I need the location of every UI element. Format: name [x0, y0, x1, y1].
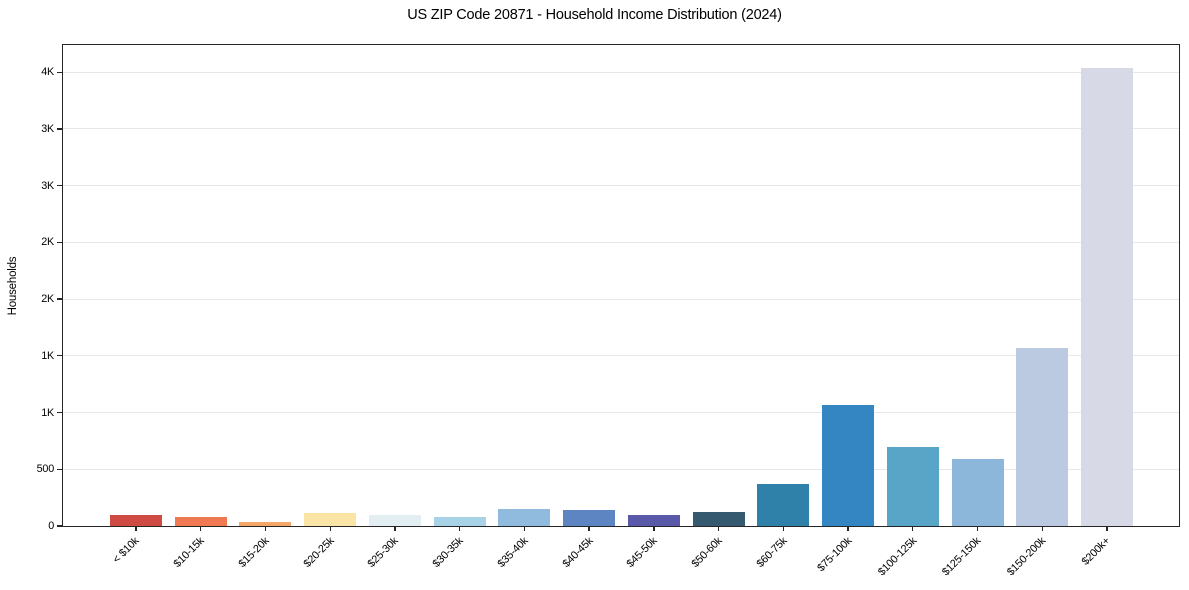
- y-tick-label: 4K: [41, 66, 54, 79]
- x-tick-mark: [717, 526, 720, 531]
- bar: [627, 514, 680, 526]
- bar: [368, 515, 421, 526]
- x-tick-mark: [329, 526, 331, 531]
- y-tick-label: 2K: [41, 236, 54, 249]
- y-tick-label: 3K: [41, 179, 54, 192]
- y-tick-mark: [56, 298, 62, 300]
- x-tick-mark: [976, 526, 979, 531]
- y-tick-label: 1K: [41, 349, 54, 362]
- gridline: [63, 71, 1179, 73]
- x-tick-mark: [782, 526, 784, 531]
- x-tick-mark: [459, 526, 461, 531]
- y-tick-mark: [56, 525, 62, 527]
- x-tick-mark: [1106, 526, 1108, 531]
- y-tick-mark: [56, 241, 62, 244]
- x-tick-mark: [912, 526, 914, 531]
- y-tick-label: 1K: [41, 406, 54, 419]
- y-tick-mark: [56, 468, 62, 470]
- gridline: [63, 128, 1179, 130]
- y-tick-mark: [56, 411, 62, 414]
- x-tick-mark: [200, 526, 202, 531]
- x-tick-mark: [523, 526, 526, 531]
- y-tick-label: 0: [48, 520, 54, 532]
- gridline: [63, 412, 1179, 414]
- bar: [433, 516, 486, 526]
- y-tick-label: 500: [36, 463, 55, 476]
- chart-title: US ZIP Code 20871 - Household Income Dis…: [407, 7, 782, 23]
- bar: [1016, 347, 1069, 526]
- bar: [757, 484, 810, 526]
- gridline: [63, 468, 1179, 470]
- y-tick-mark: [56, 185, 62, 187]
- x-tick-mark: [264, 526, 267, 531]
- gridline: [63, 185, 1179, 187]
- y-tick-mark: [56, 128, 62, 130]
- gridline: [63, 298, 1179, 300]
- bar: [822, 404, 875, 526]
- x-tick-mark: [653, 526, 655, 531]
- bar: [239, 522, 292, 526]
- plot-area: Households 0 500 1K 1K 2K 2K 3K 3K 4K < $10k $10-…: [7, 44, 1180, 578]
- x-tick-mark: [588, 526, 590, 531]
- x-tick-mark: [847, 526, 849, 531]
- bar: [692, 512, 745, 526]
- bar: [951, 459, 1004, 526]
- bar: [304, 512, 357, 526]
- bar: [886, 446, 939, 526]
- gridline: [63, 241, 1179, 243]
- y-tick-mark: [56, 71, 62, 73]
- x-tick-mark: [135, 526, 137, 531]
- y-tick-label: 2K: [41, 293, 54, 306]
- bar: [563, 510, 616, 526]
- y-axis-label: Households: [7, 256, 19, 315]
- bar: [174, 516, 227, 526]
- x-tick-mark: [394, 526, 396, 531]
- bar: [1081, 67, 1133, 526]
- y-tick-mark: [56, 355, 62, 357]
- y-tick-label: 3K: [41, 122, 54, 135]
- bar: [110, 515, 162, 526]
- bar: [498, 508, 551, 526]
- gridline: [63, 355, 1179, 357]
- x-tick-mark: [1041, 526, 1043, 531]
